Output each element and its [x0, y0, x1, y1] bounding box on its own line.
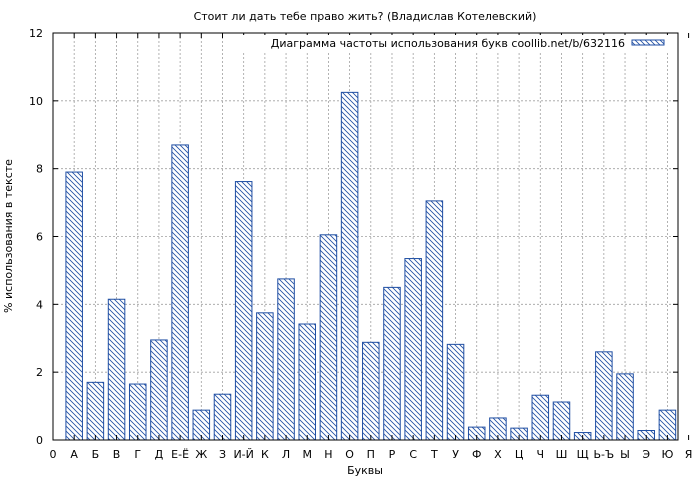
bar [107, 298, 126, 441]
axes: 0 2 4 6 8 10 12 А Б В Г Д Е-Ё Ж З И-Й К Л М Н О П Р С Т У Ф Х Ц Ч Ш Щ Ь-… [29, 27, 692, 461]
x-tick-label: Э [642, 448, 650, 461]
legend-swatch [631, 39, 665, 46]
y-tick-label: 12 [29, 27, 43, 40]
bar [595, 351, 613, 441]
bar [150, 339, 168, 441]
bar [340, 91, 359, 441]
x-tick-label: М [302, 448, 312, 461]
bar [531, 394, 550, 441]
legend-background [240, 35, 672, 51]
x-tick-label: Е-Ё [171, 448, 189, 461]
bar [234, 181, 253, 441]
x-tick-label: Н [324, 448, 332, 461]
x-tick-label: Д [155, 448, 164, 461]
bar [298, 323, 317, 441]
x-tick-label: П [367, 448, 375, 461]
x-tick-label: Л [282, 448, 290, 461]
x-tick-label: Р [389, 448, 396, 461]
y-tick-label: 0 [36, 434, 43, 447]
x-tick-label: Т [430, 448, 438, 461]
x-tick-label: Ы [620, 448, 630, 461]
bar [552, 401, 571, 441]
x-tick-label: У [452, 448, 459, 461]
bar [404, 258, 422, 441]
legend-label: Диаграмма частоты использования букв coo… [271, 37, 625, 50]
x-tick-label: Х [494, 448, 502, 461]
x-tick-label: В [113, 448, 121, 461]
x-tick-label: А [70, 448, 78, 461]
bar [383, 286, 401, 441]
y-tick-label: 2 [36, 366, 43, 379]
x-tick-label: Ю [661, 448, 673, 461]
bar [616, 373, 634, 441]
y-axis-label: % использования в тексте [2, 159, 15, 313]
bar [128, 383, 147, 441]
x-tick-label: Б [92, 448, 100, 461]
x-tick-label: С [409, 448, 417, 461]
bar [65, 171, 83, 441]
y-tick-label: 4 [36, 298, 43, 311]
x-tick-label: Ь-Ъ [594, 448, 615, 461]
x-tick-label: Ц [515, 448, 524, 461]
y-tick-label: 8 [36, 163, 43, 176]
x-tick-label: К [261, 448, 269, 461]
grid [53, 33, 678, 440]
x-tick-label: Ф [472, 448, 481, 461]
y-tick-label: 10 [29, 95, 43, 108]
bar [86, 381, 105, 441]
bar [213, 393, 232, 441]
bar [256, 312, 274, 441]
x-origin-label: 0 [50, 448, 57, 461]
bar [446, 343, 465, 441]
x-tick-label: Ш [556, 448, 568, 461]
chart-title: Стоит ли дать тебе право жить? (Владисла… [194, 10, 537, 23]
x-tick-label: Щ [577, 448, 589, 461]
x-axis-label: Буквы [347, 464, 383, 477]
bar [425, 200, 444, 441]
x-tick-label: И-Й [233, 448, 253, 461]
legend: Диаграмма частоты использования букв coo… [240, 35, 672, 51]
bar [362, 341, 380, 441]
x-tick-label: З [219, 448, 226, 461]
bar [319, 234, 338, 441]
y-tick-label: 6 [36, 231, 43, 244]
x-tick-label: Ч [537, 448, 545, 461]
bar [171, 144, 189, 441]
x-tick-label: О [345, 448, 354, 461]
x-tick-label: Г [134, 448, 141, 461]
x-tick-label: Я [685, 448, 693, 461]
x-tick-label: Ж [195, 448, 207, 461]
bar [277, 278, 295, 441]
